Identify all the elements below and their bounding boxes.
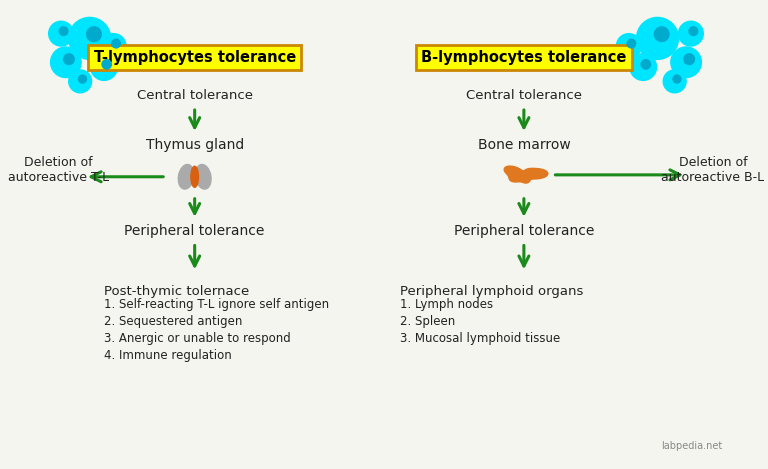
Text: 1. Self-reacting T-L ignore self antigen: 1. Self-reacting T-L ignore self antigen (104, 298, 329, 311)
Circle shape (641, 60, 650, 69)
Circle shape (59, 27, 68, 36)
Ellipse shape (191, 166, 198, 187)
Text: B-lymphocytes tolerance: B-lymphocytes tolerance (421, 50, 627, 65)
Text: Peripheral lymphoid organs: Peripheral lymphoid organs (400, 285, 583, 298)
Circle shape (673, 75, 681, 83)
Circle shape (87, 27, 101, 42)
Circle shape (64, 54, 74, 65)
Circle shape (664, 70, 686, 93)
Text: labpedia.net: labpedia.net (661, 441, 723, 451)
Polygon shape (504, 166, 548, 183)
Circle shape (102, 60, 111, 69)
Ellipse shape (178, 165, 194, 189)
Circle shape (630, 53, 657, 80)
Circle shape (68, 17, 111, 60)
Ellipse shape (195, 165, 211, 189)
Text: Deletion of
autoreactive B-L: Deletion of autoreactive B-L (661, 156, 764, 184)
Circle shape (654, 27, 669, 42)
Circle shape (48, 21, 74, 46)
Text: Post-thymic tolernace: Post-thymic tolernace (104, 285, 250, 298)
Text: Peripheral tolerance: Peripheral tolerance (124, 224, 265, 238)
Text: 2. Spleen: 2. Spleen (400, 315, 455, 328)
Circle shape (101, 34, 126, 59)
Circle shape (51, 47, 81, 77)
Text: Thymus gland: Thymus gland (146, 138, 243, 152)
Text: Bone marrow: Bone marrow (478, 138, 571, 152)
Circle shape (68, 70, 91, 93)
Text: Deletion of
autoreactive T-L: Deletion of autoreactive T-L (8, 156, 109, 184)
Circle shape (627, 39, 636, 48)
Text: 3. Anergic or unable to respond: 3. Anergic or unable to respond (104, 333, 291, 345)
Text: 1. Lymph nodes: 1. Lymph nodes (400, 298, 493, 311)
Text: Central tolerance: Central tolerance (466, 89, 582, 102)
Circle shape (670, 47, 701, 77)
Circle shape (617, 34, 641, 59)
Text: Central tolerance: Central tolerance (137, 89, 253, 102)
Circle shape (678, 21, 703, 46)
Circle shape (689, 27, 697, 36)
Circle shape (91, 53, 118, 80)
Text: Peripheral tolerance: Peripheral tolerance (454, 224, 594, 238)
Text: 4. Immune regulation: 4. Immune regulation (104, 349, 232, 363)
Circle shape (78, 75, 87, 83)
Text: 3. Mucosal lymphoid tissue: 3. Mucosal lymphoid tissue (400, 333, 560, 345)
Circle shape (111, 39, 121, 48)
Circle shape (637, 17, 678, 60)
Circle shape (684, 54, 694, 65)
Text: 2. Sequestered antigen: 2. Sequestered antigen (104, 315, 243, 328)
Text: T-lymphocytes tolerance: T-lymphocytes tolerance (94, 50, 296, 65)
